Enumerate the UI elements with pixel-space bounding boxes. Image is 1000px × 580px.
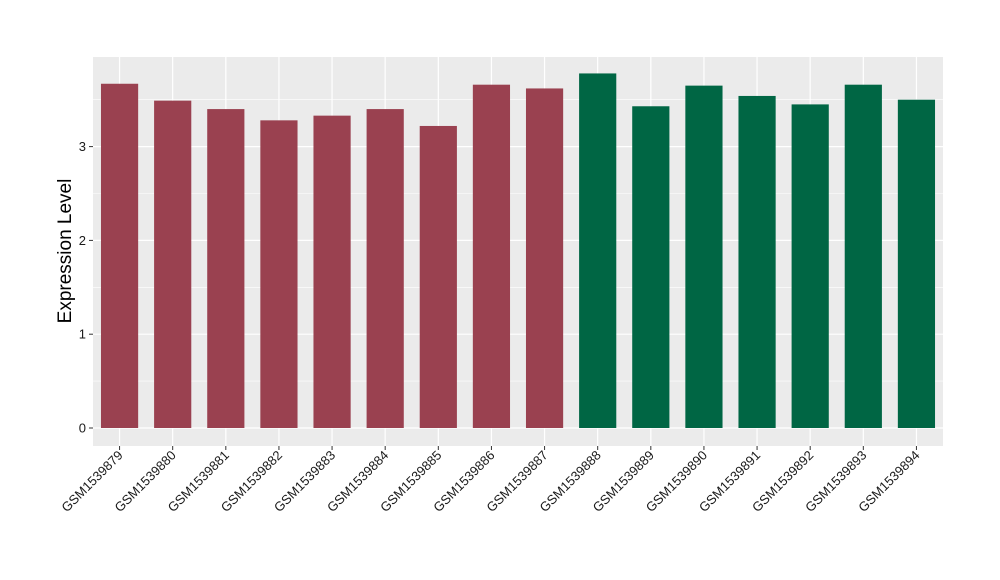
bar-GSM1539882 [260,120,298,428]
y-tick-label: 1 [79,327,86,342]
y-tick-label: 3 [79,139,86,154]
bar-GSM1539884 [366,109,404,428]
bar-GSM1539879 [100,83,139,428]
bar-GSM1539883 [313,115,351,429]
bar-GSM1539881 [207,109,245,428]
bar-GSM1539891 [738,95,776,428]
bar-GSM1539888 [579,73,617,428]
bar-GSM1539886 [472,84,511,428]
x-axis: GSM1539879GSM1539880GSM1539881GSM1539882… [58,446,923,515]
bar-GSM1539880 [154,100,192,428]
bar-GSM1539894 [897,99,936,428]
bar-GSM1539893 [844,84,882,428]
y-axis-title: Expression Level [55,179,76,324]
bars [100,73,936,429]
y-tick-label: 0 [79,421,86,436]
y-axis: 0 1 2 3 [79,139,93,436]
bar-GSM1539887 [525,88,564,428]
bar-GSM1539885 [419,125,457,429]
bar-GSM1539892 [791,104,829,428]
bar-GSM1539890 [685,85,723,428]
bar-GSM1539889 [632,106,670,429]
y-tick-label: 2 [79,233,86,248]
